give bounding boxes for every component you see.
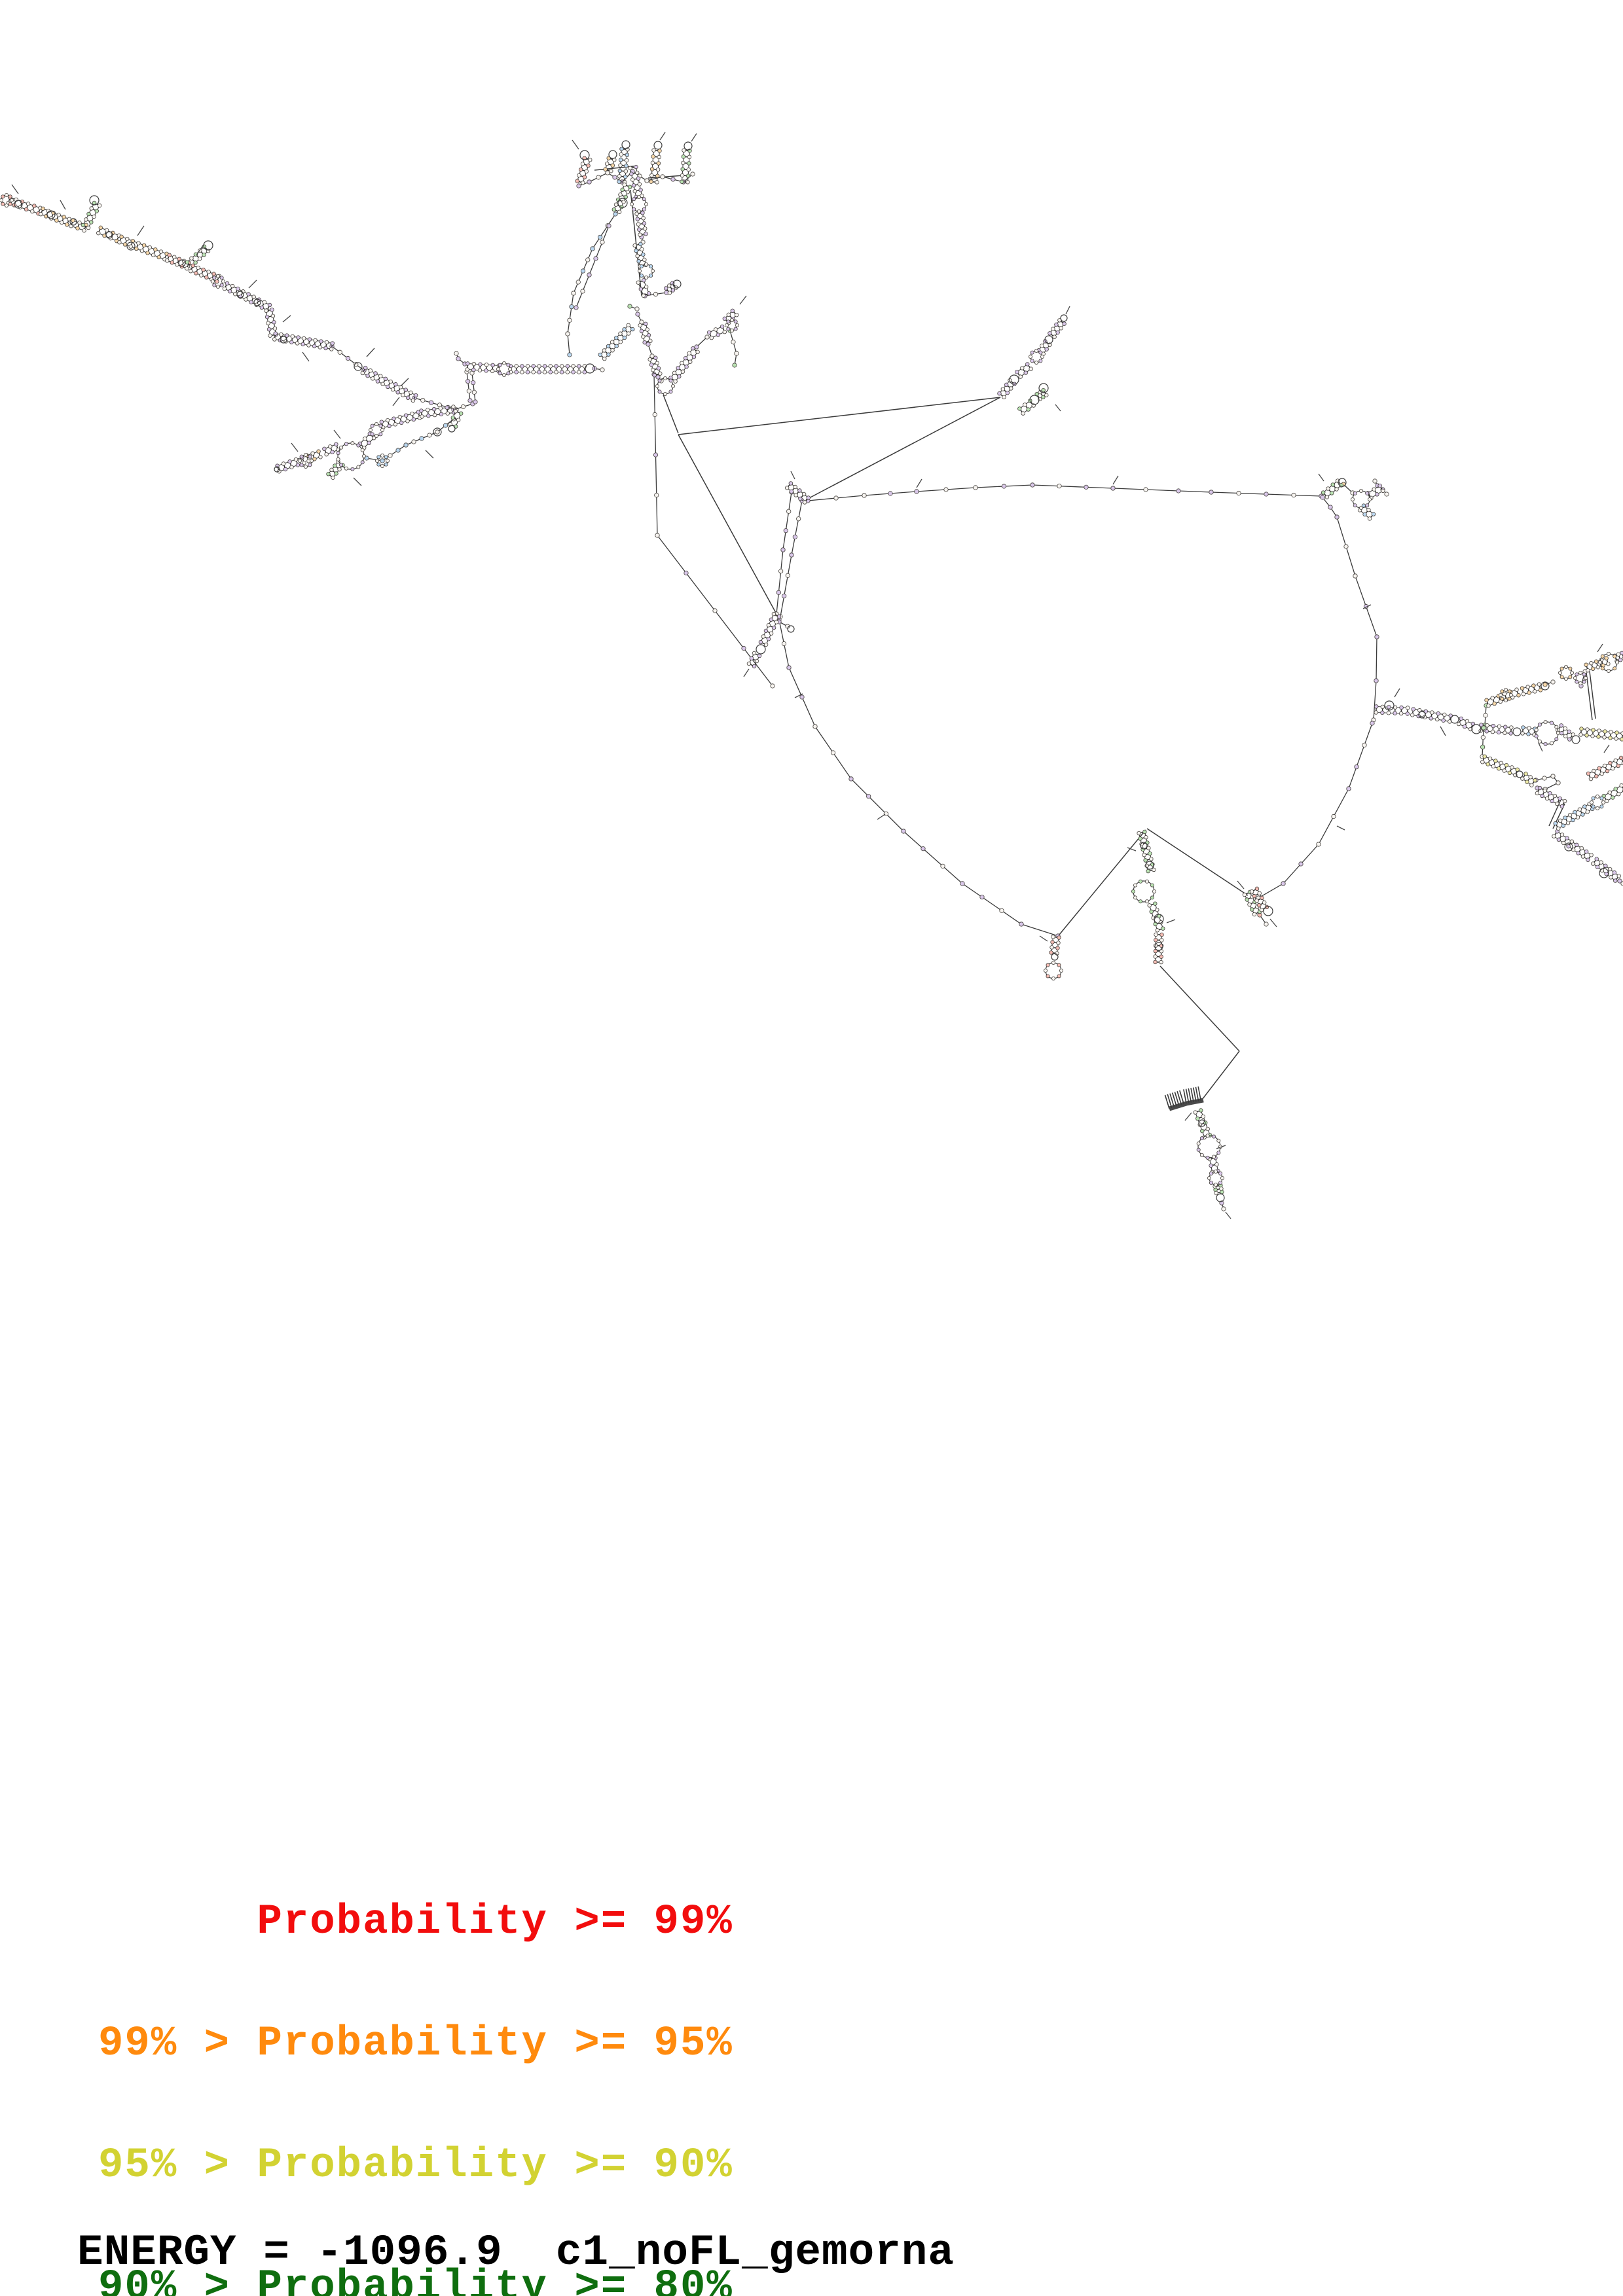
probability-legend: Probability >= 99% 99% > Probability >= … bbox=[98, 1821, 733, 2296]
legend-row-prob-95-99: 99% > Probability >= 95% bbox=[98, 2020, 733, 2068]
legend-row-prob-80-90: 90% > Probability >= 80% bbox=[98, 2264, 733, 2296]
rna-structure-plot bbox=[0, 132, 1623, 1219]
legend-row-prob-90-95: 95% > Probability >= 90% bbox=[98, 2142, 733, 2189]
energy-label: ENERGY = -1096.9 c1_noFL_gemorna bbox=[77, 2228, 955, 2277]
legend-row-prob-99: Probability >= 99% bbox=[98, 1899, 733, 1946]
